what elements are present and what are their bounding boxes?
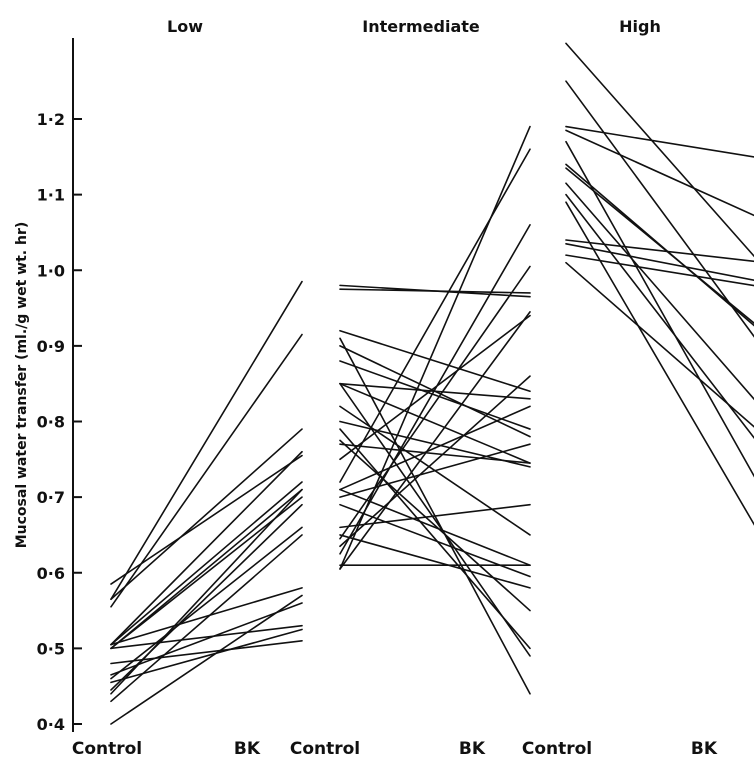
subject-line xyxy=(565,239,754,263)
subject-line xyxy=(110,481,303,646)
subject-line xyxy=(565,182,754,401)
y-tick-label: 0·8 xyxy=(37,413,65,432)
panel-title: Low xyxy=(167,17,203,36)
panel-intermediate: Intermediate Control BK xyxy=(290,17,531,759)
subject-line xyxy=(339,311,531,570)
y-ticks: 0·4 0·5 0·6 0·7 0·8 0·9 1·0 1·1 1·2 xyxy=(37,110,82,734)
category-label-bk: BK xyxy=(234,739,261,759)
y-tick-label: 0·6 xyxy=(37,564,65,583)
subject-line xyxy=(565,140,754,478)
subject-line xyxy=(110,450,303,646)
subject-line xyxy=(110,454,303,585)
subject-line xyxy=(110,280,303,601)
subject-line xyxy=(110,428,303,601)
y-tick-label: 0·9 xyxy=(37,337,65,356)
subject-line xyxy=(339,443,531,498)
subject-line xyxy=(565,80,754,338)
subject-line xyxy=(565,261,754,428)
subject-line xyxy=(110,624,303,650)
panel-title: High xyxy=(619,17,661,36)
panel-high: High Control BK xyxy=(522,17,754,759)
subject-line xyxy=(339,534,531,589)
subject-line xyxy=(339,288,531,294)
subject-line xyxy=(565,254,754,287)
subject-line xyxy=(339,382,531,400)
subject-line xyxy=(110,333,303,608)
subject-line xyxy=(110,488,303,650)
category-label-control: Control xyxy=(522,739,592,759)
subject-line xyxy=(565,167,754,325)
subject-line xyxy=(339,337,531,695)
subject-line xyxy=(339,329,531,393)
subject-line xyxy=(110,640,303,665)
y-axis-label: Mucosal water transfer (ml./g wet wt. hr… xyxy=(14,222,30,549)
chart-panels: Low Control BK Intermediate Control BK High Con… xyxy=(72,17,754,759)
subject-line xyxy=(565,163,754,327)
subject-line xyxy=(110,526,303,680)
y-tick-label: 0·5 xyxy=(37,639,65,658)
subject-line xyxy=(339,428,531,650)
subject-line xyxy=(110,496,303,650)
category-label-control: Control xyxy=(72,739,142,759)
category-label-bk: BK xyxy=(691,739,718,759)
subject-line xyxy=(565,42,754,258)
subject-line xyxy=(565,129,754,217)
category-label-bk: BK xyxy=(459,739,486,759)
y-tick-label: 1·2 xyxy=(37,110,65,129)
subject-line xyxy=(110,594,303,725)
subject-line xyxy=(339,488,531,566)
subject-line xyxy=(339,314,531,461)
subject-line xyxy=(565,242,754,282)
subject-line xyxy=(565,125,754,158)
subject-line xyxy=(339,405,531,491)
subject-line xyxy=(339,125,531,570)
subject-line xyxy=(565,193,754,439)
subject-line xyxy=(339,443,531,464)
subject-line xyxy=(110,503,303,691)
subject-line xyxy=(339,148,531,483)
subject-line xyxy=(339,360,531,430)
panel-low: Low Control BK xyxy=(72,17,303,759)
subject-line xyxy=(110,587,303,646)
category-label-control: Control xyxy=(290,739,360,759)
y-tick-label: 1·1 xyxy=(37,186,65,205)
subject-line xyxy=(339,439,531,612)
subject-line xyxy=(110,602,303,676)
subject-line xyxy=(565,201,754,526)
subject-line xyxy=(110,628,303,684)
y-tick-label: 1·0 xyxy=(37,261,65,280)
y-tick-label: 0·7 xyxy=(37,488,65,507)
y-tick-label: 0·4 xyxy=(37,715,65,734)
subject-line xyxy=(110,534,303,703)
subject-line xyxy=(339,224,531,555)
subject-line xyxy=(339,375,531,548)
panel-title: Intermediate xyxy=(362,17,480,36)
